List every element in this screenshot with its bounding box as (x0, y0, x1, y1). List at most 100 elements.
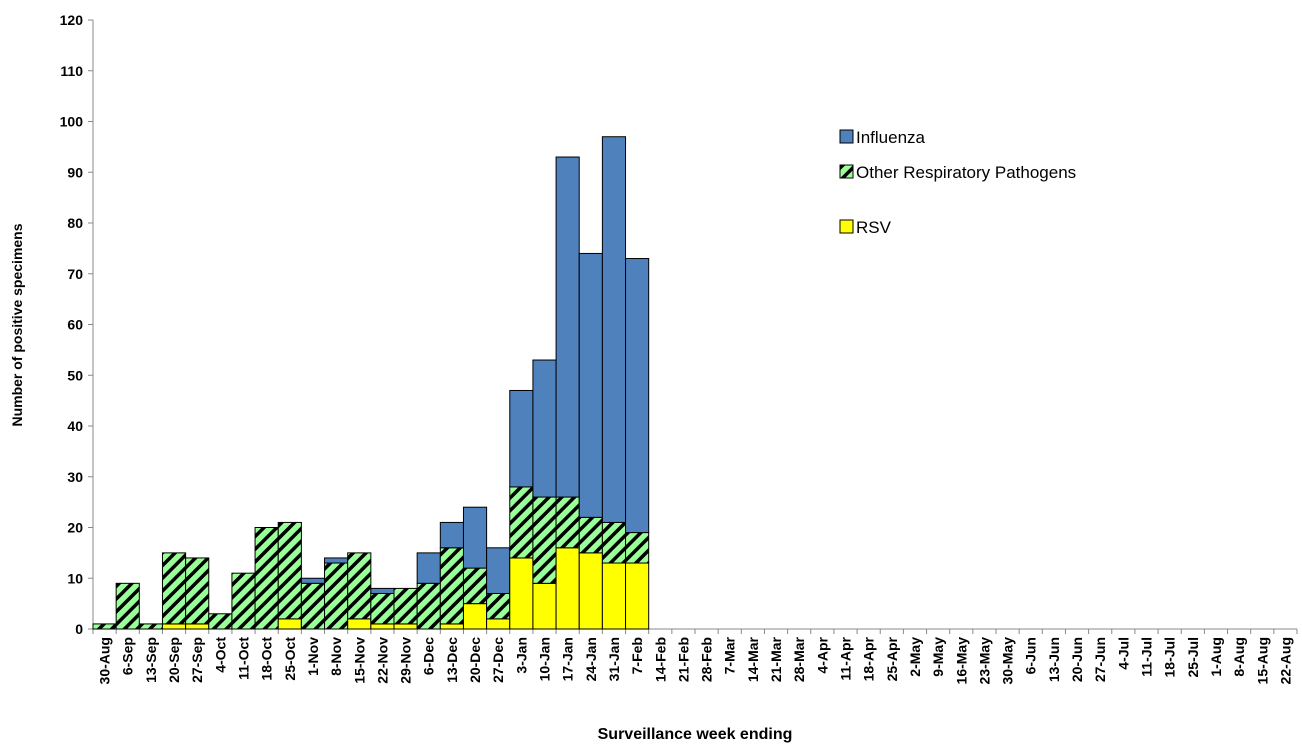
x-tick-label: 4-Oct (212, 637, 228, 673)
x-tick-label: 11-Oct (236, 637, 252, 680)
x-tick-label: 13-Jun (1046, 637, 1062, 682)
x-tick-label: 22-Nov (374, 637, 390, 684)
x-tick-label: 18-Jul (1162, 637, 1178, 677)
bar-segment (578, 552, 603, 630)
y-tick-label: 100 (60, 114, 84, 130)
y-tick-label: 30 (67, 469, 83, 485)
y-tick-label: 40 (67, 418, 83, 434)
x-tick-label: 27-Dec (490, 637, 506, 683)
bar-segment (300, 577, 326, 584)
y-tick-label: 70 (67, 266, 83, 282)
x-tick-label: 24-Jan (583, 637, 599, 681)
x-tick-label: 28-Mar (791, 636, 807, 682)
x-tick-label: 6-Jun (1023, 637, 1039, 674)
x-tick-label: 4-Jul (1115, 637, 1131, 670)
y-tick-label: 60 (67, 317, 83, 333)
x-tick-label: 30-May (1000, 637, 1016, 685)
x-tick-label: 15-Aug (1254, 637, 1270, 684)
x-tick-label: 25-Jul (1185, 637, 1201, 677)
x-tick-label: 18-Apr (861, 636, 877, 681)
y-tick-label: 0 (75, 621, 83, 637)
y-tick-label: 80 (67, 215, 83, 231)
x-tick-label: 20-Sep (166, 637, 182, 683)
legend-label: RSV (856, 218, 892, 237)
bar-segment (462, 506, 488, 569)
x-tick-label: 8-Nov (328, 637, 344, 676)
legend-swatch (839, 219, 854, 234)
x-tick-label: 27-Sep (189, 637, 205, 683)
x-tick-label: 30-Aug (97, 637, 113, 684)
legend-swatch (839, 164, 854, 179)
bar-segment (486, 547, 511, 594)
x-tick-label: 21-Feb (675, 637, 691, 682)
bar-segment (439, 623, 464, 630)
bar-segment (231, 572, 256, 630)
y-tick-label: 20 (67, 520, 83, 536)
bar-segment (509, 486, 534, 559)
bar-segment (370, 623, 395, 630)
bar-segment (393, 587, 418, 625)
bar-segment (578, 516, 603, 554)
bar-segment (416, 582, 441, 630)
x-tick-label: 14-Feb (652, 637, 668, 682)
x-tick-label: 20-Jun (1069, 637, 1085, 682)
x-tick-label: 1-Aug (1208, 637, 1224, 677)
y-axis-title: Number of positive specimens (9, 223, 25, 426)
x-tick-label: 20-Dec (467, 637, 483, 683)
legend-label: Other Respiratory Pathogens (856, 163, 1076, 182)
bar-segment (601, 562, 627, 630)
bar-segment (208, 613, 233, 630)
bar-segment (532, 496, 557, 584)
bar-segment (92, 623, 117, 630)
bar-segment (625, 258, 650, 534)
y-tick-label: 110 (60, 63, 83, 79)
bar-segment (161, 552, 187, 625)
x-tick-label: 14-Mar (745, 636, 761, 682)
x-tick-label: 13-Sep (143, 637, 159, 683)
bar-segment (601, 136, 627, 523)
x-tick-label: 25-Apr (884, 636, 900, 681)
x-tick-label: 23-May (976, 637, 992, 685)
bar-segment (532, 359, 557, 498)
bar-segment (416, 552, 441, 584)
bar-segment (254, 527, 279, 630)
x-tick-label: 17-Jan (560, 637, 576, 681)
bar-segment (185, 557, 210, 625)
x-tick-label: 6-Sep (120, 637, 136, 675)
bar-segment (347, 618, 372, 630)
bar-segment (277, 521, 302, 620)
y-tick-label: 50 (67, 367, 83, 383)
x-tick-label: 9-May (930, 637, 946, 677)
bar-segment (393, 623, 418, 630)
x-tick-label: 8-Aug (1231, 637, 1247, 677)
x-tick-label: 6-Dec (421, 637, 437, 675)
legend-label: Influenza (856, 128, 926, 147)
x-tick-label: 18-Oct (259, 637, 275, 681)
bar-segment (300, 582, 326, 630)
bar-segment (347, 552, 372, 620)
x-tick-label: 7-Mar (722, 636, 738, 674)
x-tick-label: 10-Jan (537, 637, 553, 681)
x-tick-label: 4-Apr (814, 636, 830, 673)
bar-segment (578, 252, 603, 518)
x-tick-label: 13-Dec (444, 637, 460, 683)
legend-swatch (839, 129, 854, 144)
x-tick-label: 22-Aug (1277, 637, 1293, 684)
bar-segment (370, 592, 395, 625)
bar-segment (277, 618, 302, 630)
y-tick-label: 90 (67, 164, 83, 180)
bar-segment (462, 603, 488, 630)
x-tick-label: 21-Mar (768, 636, 784, 682)
bar-segment (185, 623, 210, 630)
x-tick-label: 1-Nov (305, 637, 321, 676)
bar-segment (324, 562, 349, 630)
bar-segment (509, 557, 534, 630)
y-tick-label: 120 (60, 12, 84, 28)
bar-segment (532, 582, 557, 630)
bar-segment (486, 618, 511, 630)
x-tick-label: 27-Jun (1092, 637, 1108, 682)
x-tick-label: 16-May (953, 637, 969, 685)
x-tick-label: 3-Jan (513, 637, 529, 674)
bar-segment (601, 521, 627, 564)
x-tick-label: 11-Apr (838, 636, 854, 680)
